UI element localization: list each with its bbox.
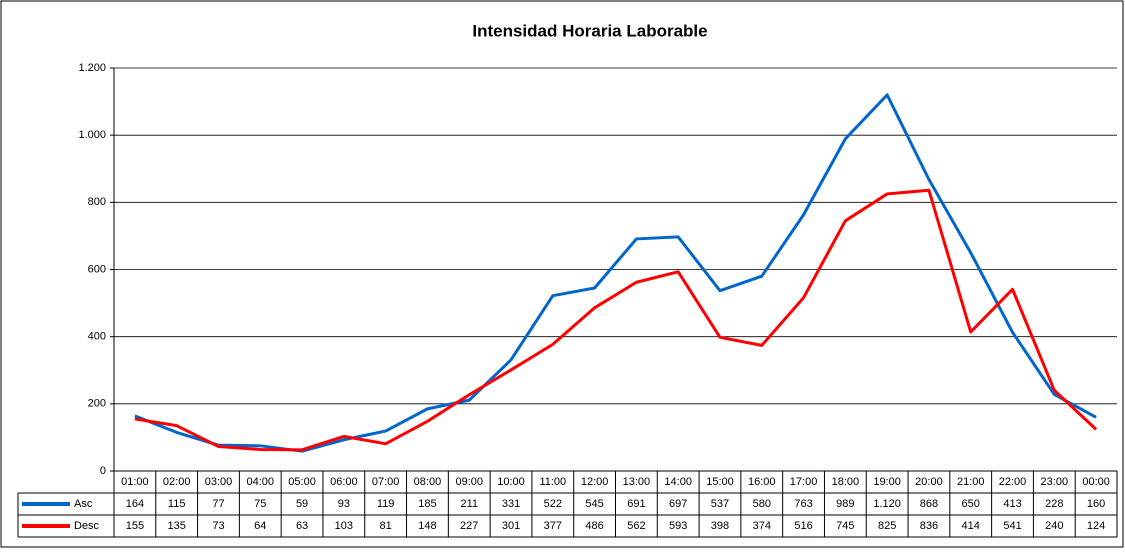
table-cell: 691 bbox=[627, 498, 645, 510]
x-tick-label: 01:00 bbox=[121, 476, 149, 488]
x-tick-label: 00:00 bbox=[1082, 476, 1110, 488]
table-cell: 868 bbox=[920, 498, 938, 510]
table-cell: 745 bbox=[836, 520, 854, 532]
table-cell: 73 bbox=[212, 520, 224, 532]
table-cell: 374 bbox=[753, 520, 771, 532]
table-cell: 64 bbox=[254, 520, 266, 532]
x-tick-label: 08:00 bbox=[414, 476, 442, 488]
table-cell: 148 bbox=[418, 520, 436, 532]
x-tick-label: 07:00 bbox=[372, 476, 400, 488]
table-cell: 697 bbox=[669, 498, 687, 510]
table-cell: 486 bbox=[585, 520, 603, 532]
table-cell: 227 bbox=[460, 520, 478, 532]
table-cell: 77 bbox=[212, 498, 224, 510]
table-cell: 763 bbox=[794, 498, 812, 510]
y-tick-label: 0 bbox=[100, 465, 106, 477]
x-tick-label: 22:00 bbox=[999, 476, 1027, 488]
x-tick-label: 03:00 bbox=[205, 476, 233, 488]
table-cell: 650 bbox=[962, 498, 980, 510]
table-cell: 115 bbox=[168, 498, 186, 510]
x-tick-label: 16:00 bbox=[748, 476, 776, 488]
x-tick-label: 06:00 bbox=[330, 476, 358, 488]
y-tick-label: 600 bbox=[88, 263, 106, 275]
table-cell: 836 bbox=[920, 520, 938, 532]
x-tick-label: 11:00 bbox=[539, 476, 566, 488]
x-tick-label: 05:00 bbox=[288, 476, 316, 488]
table-cell: 103 bbox=[335, 520, 353, 532]
table-cell: 81 bbox=[380, 520, 392, 532]
chart-title: Intensidad Horaria Laborable bbox=[472, 21, 707, 40]
table-cell: 989 bbox=[836, 498, 854, 510]
x-tick-label: 18:00 bbox=[832, 476, 860, 488]
table-cell: 414 bbox=[962, 520, 980, 532]
table-cell: 516 bbox=[794, 520, 812, 532]
x-tick-label: 23:00 bbox=[1041, 476, 1069, 488]
x-tick-label: 12:00 bbox=[581, 476, 609, 488]
legend-label: Asc bbox=[74, 498, 93, 510]
x-tick-label: 15:00 bbox=[706, 476, 734, 488]
x-tick-label: 09:00 bbox=[455, 476, 483, 488]
x-tick-label: 13:00 bbox=[623, 476, 651, 488]
table-cell: 135 bbox=[168, 520, 186, 532]
table-cell: 541 bbox=[1003, 520, 1021, 532]
table-cell: 1.120 bbox=[873, 498, 901, 510]
x-tick-label: 10:00 bbox=[497, 476, 525, 488]
table-cell: 240 bbox=[1045, 520, 1063, 532]
table-cell: 545 bbox=[585, 498, 603, 510]
x-tick-label: 19:00 bbox=[873, 476, 901, 488]
series-line bbox=[134, 188, 1098, 452]
table-cell: 93 bbox=[338, 498, 350, 510]
table-cell: 185 bbox=[418, 498, 436, 510]
table-cell: 537 bbox=[711, 498, 729, 510]
x-tick-label: 17:00 bbox=[790, 476, 818, 488]
table-cell: 301 bbox=[502, 520, 520, 532]
table-cell: 580 bbox=[753, 498, 771, 510]
table-cell: 331 bbox=[502, 498, 520, 510]
x-tick-label: 21:00 bbox=[957, 476, 985, 488]
table-cell: 593 bbox=[669, 520, 687, 532]
y-tick-label: 1.200 bbox=[78, 62, 106, 74]
x-tick-label: 02:00 bbox=[163, 476, 191, 488]
table-cell: 160 bbox=[1087, 498, 1105, 510]
table-cell: 228 bbox=[1045, 498, 1063, 510]
table-cell: 825 bbox=[878, 520, 896, 532]
x-tick-label: 20:00 bbox=[915, 476, 943, 488]
y-tick-label: 400 bbox=[88, 331, 106, 343]
table-cell: 413 bbox=[1003, 498, 1021, 510]
y-tick-label: 1.000 bbox=[78, 129, 106, 141]
x-tick-label: 04:00 bbox=[247, 476, 275, 488]
legend-label: Desc bbox=[74, 520, 100, 532]
table-cell: 63 bbox=[296, 520, 308, 532]
x-tick-label: 14:00 bbox=[664, 476, 692, 488]
table-cell: 164 bbox=[126, 498, 144, 510]
table-cell: 398 bbox=[711, 520, 729, 532]
y-tick-label: 200 bbox=[88, 398, 106, 410]
y-tick-label: 800 bbox=[88, 196, 106, 208]
table-cell: 59 bbox=[296, 498, 308, 510]
table-cell: 562 bbox=[627, 520, 645, 532]
table-cell: 522 bbox=[544, 498, 562, 510]
table-cell: 155 bbox=[126, 520, 144, 532]
table-cell: 75 bbox=[254, 498, 266, 510]
table-cell: 211 bbox=[460, 498, 478, 510]
table-cell: 377 bbox=[544, 520, 562, 532]
table-cell: 124 bbox=[1087, 520, 1105, 532]
table-cell: 119 bbox=[377, 498, 395, 510]
